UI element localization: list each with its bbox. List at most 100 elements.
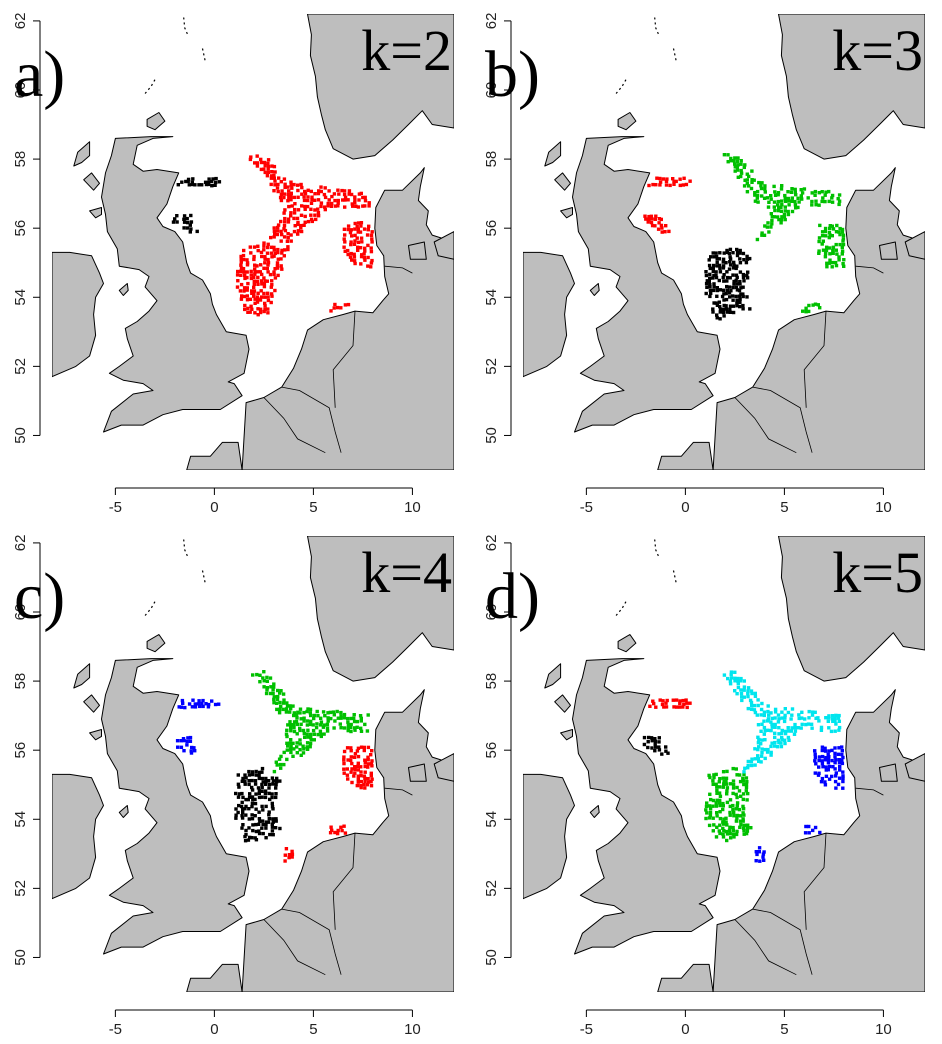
cluster-point <box>260 804 264 809</box>
cluster-point <box>319 201 324 205</box>
cluster-point <box>335 709 339 714</box>
cluster-point <box>783 713 787 718</box>
cluster-point <box>239 266 244 270</box>
cluster-point <box>262 284 267 289</box>
cluster-point <box>284 710 289 714</box>
cluster-point <box>272 254 276 258</box>
cluster-point <box>203 180 208 184</box>
cluster-point <box>838 226 842 231</box>
cluster-point <box>816 716 820 720</box>
cluster-point <box>731 786 736 790</box>
cluster-point <box>190 182 195 187</box>
landmass-norway <box>778 14 925 160</box>
cluster-point <box>826 761 831 765</box>
cluster-point <box>753 691 757 696</box>
cluster-point <box>830 758 834 763</box>
map-area <box>52 536 454 992</box>
cluster-point <box>709 255 713 259</box>
cluster-point <box>348 725 353 730</box>
cluster-point <box>245 261 250 265</box>
cluster-point <box>187 183 191 187</box>
cluster-point <box>731 832 735 836</box>
cluster-point <box>779 209 784 213</box>
cluster-point <box>735 801 740 805</box>
cluster-point <box>286 185 290 189</box>
cluster-point <box>800 710 804 714</box>
cluster-point <box>705 801 709 805</box>
cluster-point <box>282 195 286 200</box>
cluster-point <box>763 187 767 191</box>
cluster-point <box>733 162 737 166</box>
cluster-point <box>370 764 374 768</box>
cluster-point <box>735 816 739 820</box>
cluster-point <box>296 195 300 199</box>
cluster-point <box>647 214 651 219</box>
cluster-point <box>789 729 793 733</box>
cluster-point <box>283 208 287 212</box>
cluster-point <box>255 264 259 268</box>
cluster-point <box>722 251 726 255</box>
cluster-point <box>840 249 845 253</box>
cluster-point <box>838 242 842 247</box>
cluster-point <box>827 235 831 240</box>
cluster-point <box>262 241 266 245</box>
cluster-point <box>302 716 306 720</box>
cluster-point <box>731 783 736 787</box>
cluster-point <box>718 831 722 836</box>
cluster-point <box>335 831 340 836</box>
cluster-point <box>349 729 353 734</box>
cluster-point <box>366 264 370 268</box>
cluster-point <box>266 270 270 274</box>
country-border <box>281 386 342 453</box>
island-skye <box>554 172 571 191</box>
cluster-point <box>790 209 795 214</box>
cluster-point <box>260 789 264 793</box>
cluster-point <box>326 711 330 715</box>
island-lewis <box>73 141 91 167</box>
cluster-point <box>811 828 815 833</box>
cluster-point <box>353 201 357 205</box>
island-funen <box>879 241 898 260</box>
cluster-danish-coast <box>754 745 845 863</box>
cluster-point <box>769 753 773 757</box>
cluster-point <box>725 250 730 255</box>
cluster-point <box>810 191 814 195</box>
cluster-point <box>264 776 268 781</box>
cluster-point <box>366 777 370 781</box>
cluster-point <box>370 237 374 241</box>
cluster-point <box>366 255 370 260</box>
cluster-point <box>245 286 249 290</box>
cluster-point <box>274 783 278 787</box>
cluster-point <box>724 782 729 786</box>
cluster-point <box>705 811 709 815</box>
landmass-norway <box>778 536 925 682</box>
cluster-point <box>260 795 264 799</box>
cluster-point <box>288 710 292 714</box>
cluster-point <box>792 732 797 736</box>
cluster-point <box>830 200 835 204</box>
cluster-point <box>290 849 294 854</box>
cluster-point <box>239 257 243 262</box>
cluster-point <box>342 758 346 762</box>
cluster-point <box>271 833 275 837</box>
cluster-point <box>725 800 730 805</box>
cluster-point <box>813 710 817 714</box>
cluster-point <box>738 257 742 261</box>
cluster-point <box>296 220 300 225</box>
cluster-point <box>250 778 254 783</box>
cluster-point <box>709 797 713 802</box>
cluster-point <box>292 216 296 221</box>
cluster-point <box>731 304 736 308</box>
cluster-point <box>272 248 276 252</box>
cluster-point <box>728 832 732 836</box>
cluster-point <box>838 765 842 769</box>
cluster-point <box>718 266 722 271</box>
cluster-point <box>310 219 314 224</box>
cluster-point <box>737 288 742 293</box>
cluster-point <box>279 704 283 708</box>
cluster-point <box>336 201 340 205</box>
cluster-point <box>717 780 721 784</box>
cluster-point <box>255 154 259 158</box>
cluster-point <box>725 789 729 793</box>
cluster-point <box>279 754 283 759</box>
